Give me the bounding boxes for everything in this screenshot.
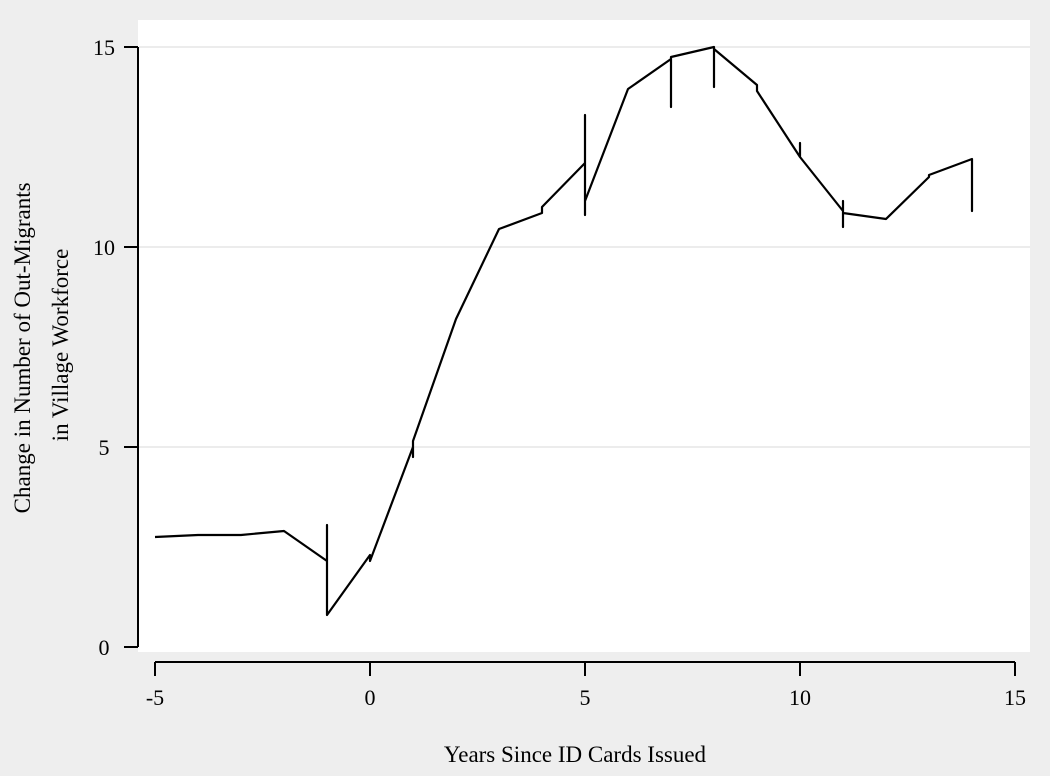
y-tick-label: 0 [99,635,110,660]
x-tick-label: -5 [146,685,164,710]
x-tick-label: 5 [580,685,591,710]
y-axis-title-line-1: Change in Number of Out-Migrants [10,182,35,513]
ticks: 0 5 10 15 -5 0 5 10 15 [93,35,1026,710]
x-tick-label: 15 [1004,685,1026,710]
x-tick-label: 10 [789,685,811,710]
y-tick-label: 10 [93,235,115,260]
grid-lines [139,46,1030,448]
y-tick-label: 15 [93,35,115,60]
x-tick-label: 0 [365,685,376,710]
y-tick-label: 5 [99,435,110,460]
series-layer [154,45,974,617]
y-axis-title: Change in Number of Out-Migrants in Vill… [10,177,73,514]
series-line [154,45,974,617]
y-axis-title-line-2: in Village Workforce [48,249,73,442]
x-axis-title: Years Since ID Cards Issued [444,742,707,767]
